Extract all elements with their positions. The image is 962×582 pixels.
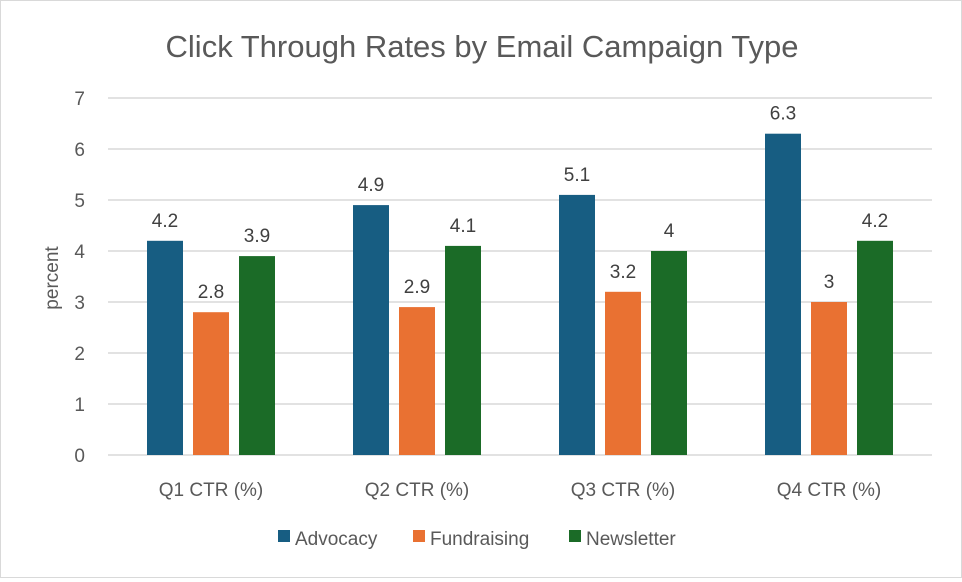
legend-swatch: [278, 530, 290, 542]
bar-newsletter-1: [239, 256, 275, 455]
y-tick-label: 0: [74, 446, 85, 467]
y-tick-label: 2: [74, 344, 85, 365]
legend: Advocacy Fundraising Newsletter: [278, 529, 676, 550]
y-tick-label: 6: [74, 140, 85, 161]
legend-item-newsletter: Newsletter: [569, 529, 676, 550]
bar-advocacy-4: [765, 133, 801, 455]
data-label: 5.1: [564, 165, 590, 186]
y-axis-label: percent: [42, 246, 63, 310]
data-label: 4.1: [450, 216, 476, 237]
legend-label: Newsletter: [586, 529, 676, 550]
data-labels: 4.2 2.8 3.9 4.9 2.9 4.1 5.1 3.2 4 6.3 3 4.2: [152, 104, 888, 304]
data-label: 4.2: [862, 211, 888, 232]
data-label: 3.2: [610, 262, 636, 283]
chart-title: Click Through Rates by Email Campaign Ty…: [166, 29, 799, 64]
x-category-label: Q2 CTR (%): [365, 480, 470, 501]
bar-newsletter-4: [857, 240, 893, 455]
y-tick-label: 5: [74, 191, 85, 212]
data-label: 2.8: [198, 282, 224, 303]
bar-fundraising-2: [399, 307, 435, 455]
y-tick-label: 1: [74, 395, 85, 416]
y-axis-ticks: 0 1 2 3 4 5 6 7: [74, 89, 85, 467]
x-axis-categories: Q1 CTR (%) Q2 CTR (%) Q3 CTR (%) Q4 CTR (%): [159, 480, 882, 501]
data-label: 2.9: [404, 277, 430, 298]
y-tick-label: 4: [74, 242, 85, 263]
data-label: 6.3: [770, 104, 796, 125]
x-category-label: Q1 CTR (%): [159, 480, 264, 501]
x-category-label: Q4 CTR (%): [777, 480, 882, 501]
bar-advocacy-3: [559, 194, 595, 455]
data-label: 4.2: [152, 211, 178, 232]
legend-swatch: [569, 530, 581, 542]
bar-newsletter-2: [445, 245, 481, 455]
data-label: 3.9: [244, 226, 270, 247]
data-label: 3: [824, 272, 835, 293]
bar-advocacy-1: [147, 240, 183, 455]
legend-swatch: [413, 530, 425, 542]
bar-newsletter-3: [651, 251, 687, 455]
legend-label: Fundraising: [430, 529, 529, 550]
legend-label: Advocacy: [295, 529, 378, 550]
gridlines: [108, 97, 932, 456]
y-tick-label: 7: [74, 89, 85, 110]
bars: [147, 133, 893, 455]
x-category-label: Q3 CTR (%): [571, 480, 676, 501]
data-label: 4: [664, 221, 675, 242]
legend-item-fundraising: Fundraising: [413, 529, 529, 550]
bar-fundraising-1: [193, 312, 229, 455]
bar-advocacy-2: [353, 205, 389, 455]
bar-fundraising-3: [605, 291, 641, 455]
bar-fundraising-4: [811, 302, 847, 455]
y-tick-label: 3: [74, 293, 85, 314]
legend-item-advocacy: Advocacy: [278, 529, 378, 550]
data-label: 4.9: [358, 175, 384, 196]
